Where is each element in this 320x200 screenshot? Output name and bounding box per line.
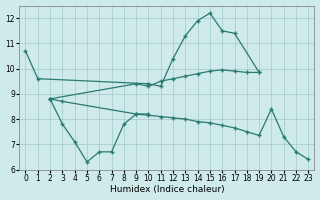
X-axis label: Humidex (Indice chaleur): Humidex (Indice chaleur) — [109, 185, 224, 194]
